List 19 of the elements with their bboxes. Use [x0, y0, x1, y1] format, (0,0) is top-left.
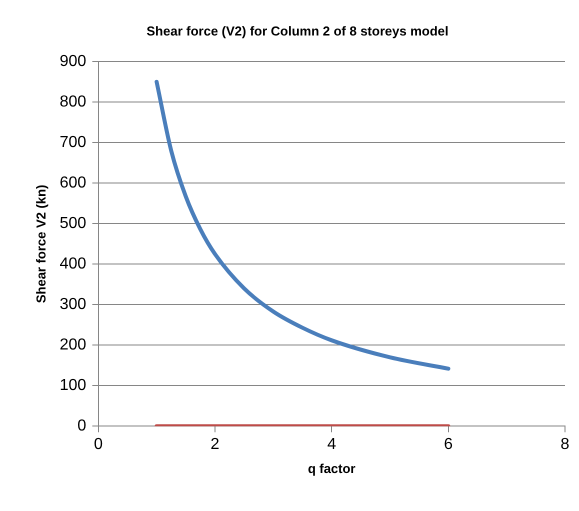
- y-tick-label: 700: [60, 134, 86, 152]
- y-tick-label: 300: [60, 296, 86, 314]
- x-tick-label: 2: [210, 436, 220, 454]
- x-tick-label: 0: [94, 436, 103, 454]
- y-tick-label: 200: [60, 336, 86, 354]
- x-axis-title: q factor: [308, 460, 356, 476]
- line-series: [154, 80, 450, 371]
- x-tick-label: 6: [444, 436, 453, 454]
- y-tick-label: 500: [60, 215, 86, 232]
- chart-title: Shear force (V2) for Column 2 of 8 storeys model: [146, 23, 448, 38]
- x-tick-label: 4: [327, 436, 336, 454]
- y-axis-title: Shear force V2 (kn): [33, 184, 48, 304]
- y-tick-label: 400: [60, 256, 86, 273]
- y-tick-label: 900: [60, 53, 86, 70]
- y-tick-label: 100: [60, 377, 86, 394]
- y-tick-label: 600: [60, 174, 86, 192]
- y-tick-label: 0: [77, 418, 86, 435]
- x-tick-label: 8: [560, 436, 570, 454]
- y-tick-label: 800: [60, 94, 86, 111]
